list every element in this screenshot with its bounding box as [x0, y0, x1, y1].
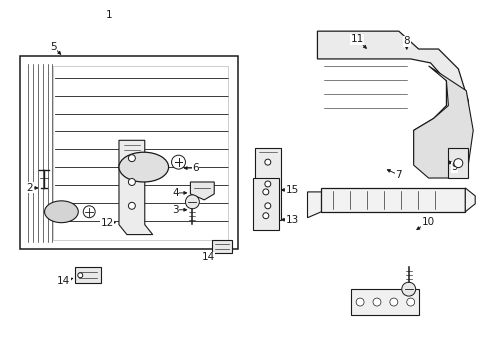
Text: 4: 4: [172, 188, 179, 198]
Circle shape: [128, 202, 135, 209]
Text: 15: 15: [285, 185, 299, 195]
Text: 2: 2: [26, 183, 33, 193]
Text: 12: 12: [100, 218, 114, 228]
Bar: [212, 239, 232, 253]
Circle shape: [264, 181, 270, 187]
Bar: [321, 188, 464, 212]
Circle shape: [263, 213, 268, 219]
Circle shape: [453, 159, 462, 168]
Polygon shape: [252, 178, 278, 230]
Bar: [20, 56, 238, 249]
Text: 11: 11: [350, 34, 363, 44]
Text: 1: 1: [105, 10, 112, 20]
Ellipse shape: [119, 152, 168, 182]
Text: 14: 14: [201, 252, 214, 262]
Text: 14: 14: [57, 276, 70, 286]
Polygon shape: [464, 188, 474, 212]
Text: 9: 9: [450, 162, 457, 172]
Circle shape: [264, 203, 270, 209]
Circle shape: [355, 298, 364, 306]
Polygon shape: [254, 148, 280, 220]
Bar: [53, 66, 228, 239]
Circle shape: [78, 273, 82, 278]
Polygon shape: [307, 192, 321, 218]
Polygon shape: [119, 140, 152, 235]
Text: 10: 10: [421, 217, 434, 227]
Ellipse shape: [44, 201, 78, 223]
Text: 8: 8: [403, 36, 409, 46]
Text: 6: 6: [192, 163, 198, 173]
Polygon shape: [190, 182, 214, 200]
Circle shape: [264, 159, 270, 165]
Circle shape: [171, 155, 185, 169]
Circle shape: [128, 179, 135, 185]
Text: 7: 7: [395, 170, 401, 180]
Bar: [75, 267, 101, 283]
Polygon shape: [317, 31, 468, 175]
Bar: [350, 289, 418, 315]
Circle shape: [128, 155, 135, 162]
Circle shape: [83, 206, 95, 218]
Circle shape: [263, 189, 268, 195]
Polygon shape: [413, 66, 472, 178]
Text: 13: 13: [285, 215, 299, 225]
Circle shape: [372, 298, 380, 306]
Text: 3: 3: [172, 205, 179, 215]
Bar: [447, 148, 468, 178]
Circle shape: [389, 298, 397, 306]
Circle shape: [406, 298, 414, 306]
Text: 5: 5: [50, 42, 57, 52]
Circle shape: [185, 195, 199, 209]
Circle shape: [401, 282, 415, 296]
